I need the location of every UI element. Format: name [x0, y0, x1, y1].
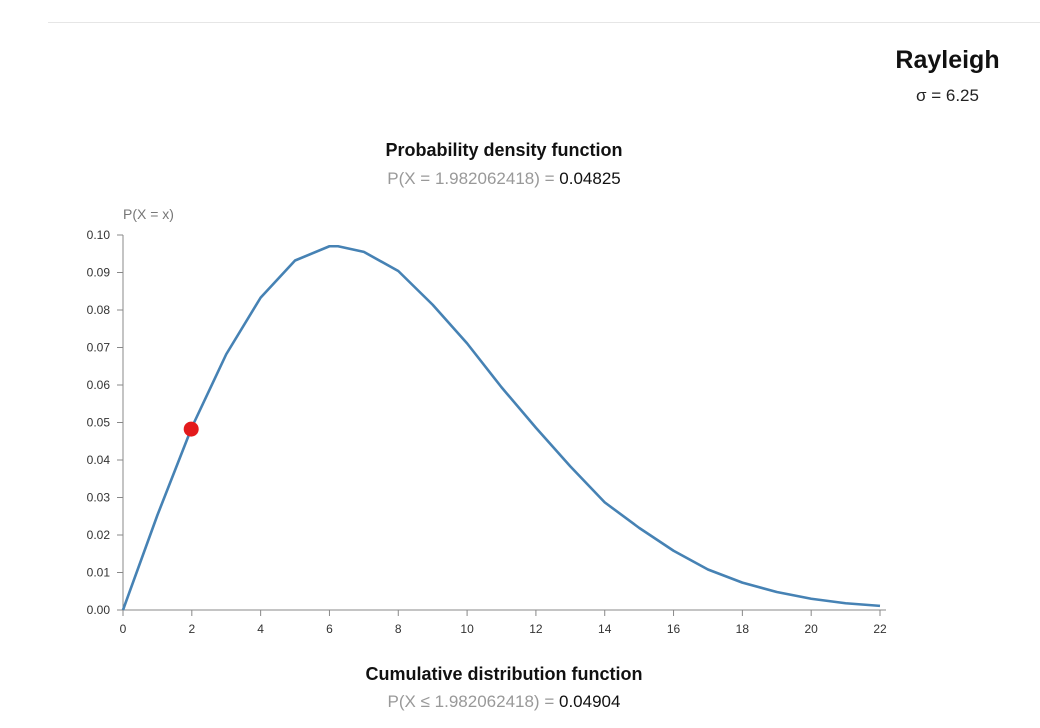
y-tick-label: 0.00: [87, 603, 111, 617]
pdf-curve: [121, 244, 881, 611]
cdf-expression-text: P(X ≤ 1.982062418) =: [387, 692, 555, 711]
y-tick-label: 0.04: [87, 453, 111, 467]
y-tick-label: 0.09: [87, 266, 111, 280]
y-tick-label: 0.07: [87, 341, 111, 355]
y-tick-label: 0.06: [87, 378, 111, 392]
distribution-parameter: σ = 6.25: [916, 86, 979, 105]
pdf-value: 0.04825: [559, 169, 621, 188]
cdf-value: 0.04904: [558, 692, 621, 711]
distribution-name: Rayleigh: [895, 46, 1000, 74]
y-tick-label: 0.02: [87, 528, 111, 542]
selected-point-marker: [183, 421, 199, 437]
cdf-title: Cumulative distribution function: [365, 664, 643, 684]
x-tick-label: 20: [805, 622, 819, 636]
y-tick-label: 0.10: [87, 228, 111, 242]
x-tick-label: 6: [326, 622, 333, 636]
x-tick-label: 8: [395, 622, 402, 636]
x-tick-label: 14: [598, 622, 612, 636]
y-tick-label: 0.03: [87, 491, 111, 505]
x-tick-label: 0: [120, 622, 127, 636]
top-divider: [48, 22, 1040, 23]
pdf-title: Probability density function: [385, 140, 623, 160]
x-tick-label: 10: [460, 622, 474, 636]
cdf-expression: P(X ≤ 1.982062418) = 0.04904: [0, 692, 1008, 712]
y-axis-label: P(X = x): [123, 206, 174, 222]
x-tick-label: 18: [736, 622, 750, 636]
x-tick-label: 2: [188, 622, 195, 636]
x-tick-label: 4: [257, 622, 264, 636]
y-tick-label: 0.05: [87, 416, 111, 430]
pdf-expression: P(X = 1.982062418) = 0.04825: [0, 169, 1008, 189]
y-tick-label: 0.08: [87, 303, 111, 317]
x-tick-label: 22: [873, 622, 887, 636]
x-tick-label: 16: [667, 622, 681, 636]
pdf-expression-text: P(X = 1.982062418) =: [387, 169, 555, 188]
y-tick-label: 0.01: [87, 566, 111, 580]
x-tick-label: 12: [529, 622, 543, 636]
